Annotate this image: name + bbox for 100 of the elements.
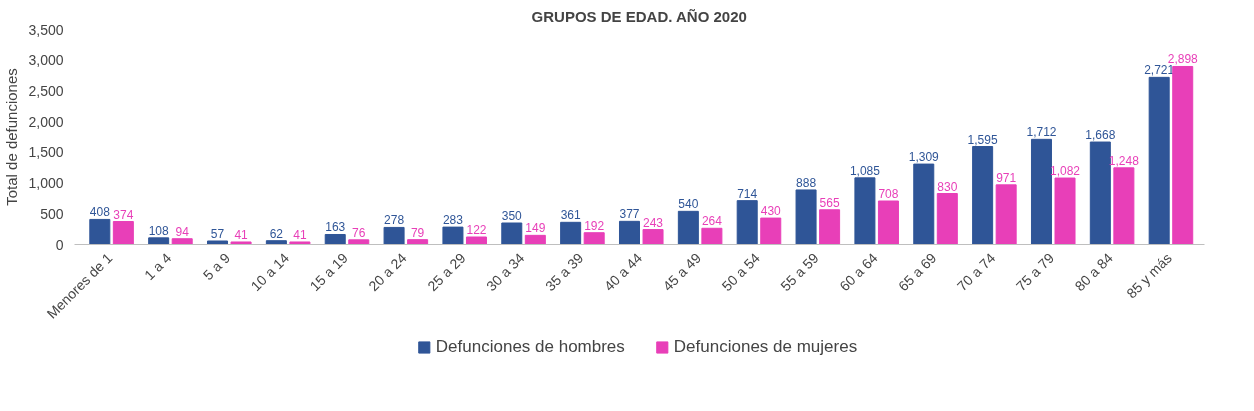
- x-tick-label: 15 a 19: [306, 249, 352, 295]
- bar: [618, 220, 640, 245]
- data-label: 41: [234, 227, 249, 242]
- data-label: 361: [560, 208, 581, 223]
- x-tick-label: 25 a 29: [424, 249, 469, 295]
- bar: [913, 163, 935, 245]
- bar: [289, 241, 311, 245]
- data-label: 264: [701, 214, 723, 229]
- bar: [1113, 167, 1135, 245]
- bar: [524, 234, 546, 245]
- data-label: 888: [796, 175, 817, 190]
- y-tick-label: 3,000: [28, 52, 64, 69]
- data-label: 283: [442, 213, 464, 228]
- bar: [383, 226, 405, 245]
- y-tick-label: 1,500: [28, 144, 64, 161]
- bar: [583, 232, 605, 245]
- bar: [324, 233, 346, 245]
- y-tick-label: 1,000: [28, 175, 64, 192]
- data-label: 1,085: [849, 163, 881, 178]
- bar: [972, 146, 994, 245]
- bar: [407, 239, 429, 245]
- x-tick-label: 20 a 24: [365, 249, 410, 295]
- bar: [207, 240, 229, 245]
- bar: [265, 240, 287, 245]
- data-label: 192: [584, 218, 605, 233]
- bar: [465, 236, 487, 245]
- x-tick-label: 45 a 49: [659, 249, 705, 295]
- bar: [642, 229, 664, 245]
- data-label: 149: [525, 221, 546, 236]
- bar: [348, 239, 370, 245]
- data-label: 714: [737, 186, 758, 201]
- x-tick-label: 60 a 64: [836, 249, 881, 295]
- x-tick-label: 1 a 4: [140, 249, 175, 284]
- bar: [760, 217, 782, 245]
- data-label: 377: [619, 207, 640, 222]
- bar: [701, 227, 723, 245]
- bar: [442, 226, 464, 245]
- bar: [89, 218, 111, 245]
- data-label: 41: [293, 227, 307, 242]
- data-label: 62: [269, 226, 284, 241]
- data-label: 1,668: [1085, 128, 1116, 143]
- data-label: 278: [384, 213, 405, 228]
- y-tick-label: 500: [40, 205, 64, 222]
- bar: [1054, 177, 1076, 245]
- bar: [736, 200, 758, 245]
- data-label: 540: [678, 197, 699, 212]
- x-tick-label: 40 a 44: [600, 249, 646, 295]
- data-label: 565: [819, 195, 840, 210]
- bar: [1148, 76, 1170, 245]
- x-tick-label: 65 a 69: [895, 249, 940, 295]
- x-tick-label: 85 y más: [1123, 249, 1175, 302]
- data-label: 76: [352, 225, 366, 240]
- x-tick-label: 5 a 9: [199, 249, 234, 284]
- y-tick-label: 3,500: [28, 21, 64, 38]
- data-label: 1,712: [1026, 125, 1057, 140]
- data-label: 830: [937, 179, 958, 194]
- bar: [877, 200, 899, 245]
- bar: [560, 221, 582, 245]
- data-label: 350: [501, 209, 523, 223]
- data-label: 108: [148, 223, 169, 238]
- x-tick-label: 75 a 79: [1012, 249, 1058, 295]
- y-axis-title: Total de defunciones: [3, 68, 21, 206]
- bar: [819, 209, 841, 245]
- bar: [230, 241, 252, 245]
- x-tick-label: 80 a 84: [1071, 249, 1117, 295]
- legend-label: Defunciones de mujeres: [673, 337, 858, 357]
- x-tick-label: 50 a 54: [718, 249, 764, 295]
- data-label: 971: [996, 170, 1017, 185]
- bar: [1172, 65, 1194, 245]
- x-tick-label: 35 a 39: [541, 249, 587, 295]
- data-label: 57: [210, 227, 225, 241]
- data-label: 1,595: [967, 132, 998, 147]
- data-label: 79: [410, 225, 425, 240]
- bar: [677, 210, 699, 245]
- bar: [171, 238, 193, 245]
- bar: [995, 184, 1017, 245]
- data-label: 122: [466, 223, 487, 238]
- x-tick-label: 10 a 14: [247, 249, 293, 295]
- legend-label: Defunciones de hombres: [435, 337, 625, 357]
- bar: [148, 237, 170, 245]
- bar: [501, 222, 523, 245]
- x-tick-label: 55 a 59: [777, 249, 822, 295]
- data-label: 94: [175, 224, 190, 239]
- y-tick-label: 2,000: [28, 113, 64, 130]
- data-label: 163: [325, 220, 346, 235]
- data-label: 243: [643, 215, 664, 230]
- data-label: 708: [878, 187, 899, 202]
- data-label: 430: [760, 204, 782, 219]
- y-tick-label: 2,500: [28, 82, 64, 99]
- bar: [112, 221, 134, 245]
- bar: [795, 189, 817, 245]
- y-tick-label: 0: [55, 236, 64, 253]
- data-label: 374: [113, 207, 134, 222]
- data-label: 408: [89, 205, 111, 220]
- data-label: 1,309: [908, 150, 940, 165]
- x-tick-label: 30 a 34: [483, 249, 528, 295]
- x-tick-label: 70 a 74: [953, 249, 999, 295]
- bar: [1030, 138, 1052, 245]
- chart-title: GRUPOS DE EDAD. AÑO 2020: [531, 7, 747, 25]
- data-label: 2,898: [1167, 52, 1199, 67]
